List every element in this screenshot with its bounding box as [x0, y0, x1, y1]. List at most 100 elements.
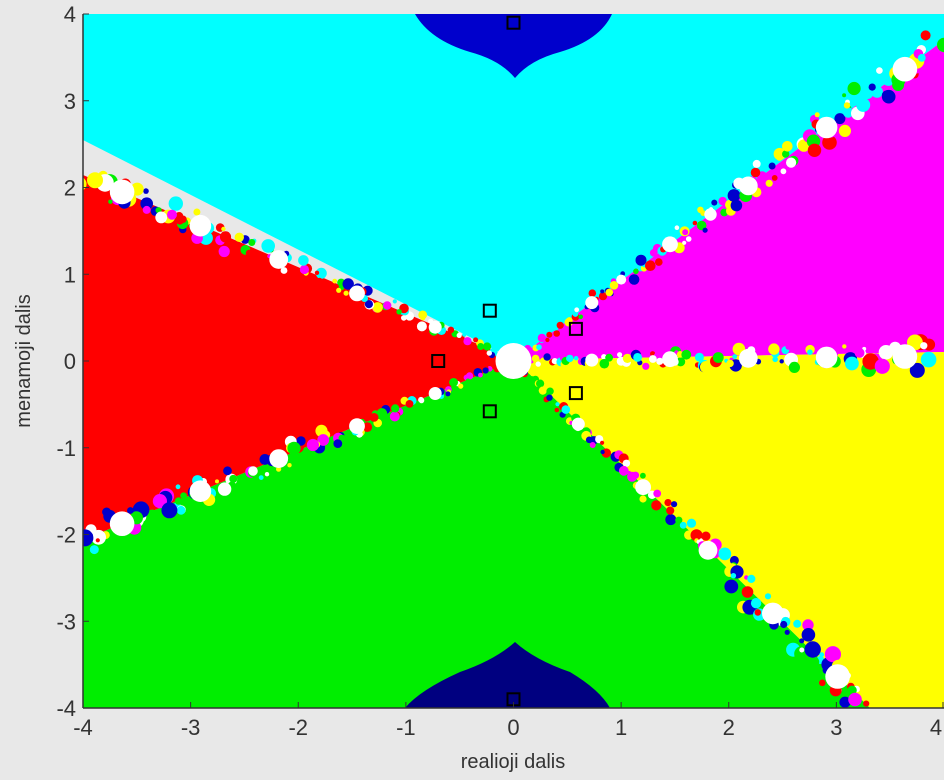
basin-blue-top — [415, 14, 612, 78]
boundary-blob — [702, 227, 708, 233]
boundary-blob — [298, 255, 309, 266]
boundary-blob — [531, 354, 540, 363]
boundary-blob — [718, 196, 727, 206]
boundary-blob — [536, 379, 545, 388]
basin-green — [83, 360, 870, 708]
boundary-blob — [750, 598, 762, 609]
boundary-blob — [605, 353, 613, 362]
boundary-blob — [618, 465, 629, 476]
boundary-blob — [799, 638, 805, 644]
boundary-star — [349, 418, 365, 434]
boundary-blob — [145, 509, 159, 523]
boundary-blob — [622, 353, 633, 363]
boundary-blob — [730, 573, 737, 579]
boundary-blob — [555, 402, 560, 407]
boundary-blob — [807, 656, 820, 668]
boundary-blob — [709, 207, 714, 212]
boundary-blob — [126, 507, 134, 514]
boundary-blob — [920, 351, 937, 368]
boundary-blob — [599, 358, 610, 369]
boundary-blob — [87, 172, 103, 189]
boundary-blob — [95, 538, 100, 543]
boundary-blob — [396, 309, 402, 315]
boundary-blob — [486, 350, 492, 356]
boundary-blob — [937, 37, 944, 53]
x-tick-label: -1 — [396, 715, 416, 740]
boundary-blob — [234, 466, 243, 475]
basin-yellow — [515, 352, 944, 708]
boundary-blob — [650, 351, 656, 357]
basin-cyan — [83, 14, 944, 360]
fractal-boundaries — [83, 30, 944, 708]
root-marker — [482, 303, 497, 318]
y-axis-label: menamoji dalis — [13, 294, 35, 427]
boundary-blob — [543, 353, 551, 361]
boundary-blob — [750, 167, 761, 178]
boundary-blob — [605, 288, 614, 297]
boundary-blob — [664, 499, 672, 507]
boundary-blob — [589, 442, 596, 448]
boundary-blob — [332, 278, 338, 284]
boundary-blob — [418, 310, 428, 320]
boundary-blob — [142, 205, 151, 214]
boundary-blob — [847, 81, 861, 96]
boundary-blob — [482, 367, 489, 374]
boundary-star — [109, 511, 135, 536]
boundary-blob — [780, 620, 788, 629]
boundary-blob — [640, 472, 646, 479]
boundary-blob — [89, 545, 99, 555]
boundary-blob — [838, 124, 852, 137]
boundary-blob — [622, 459, 631, 467]
boundary-blob — [261, 239, 276, 253]
boundary-blob — [675, 516, 683, 524]
boundary-blob — [449, 378, 458, 387]
boundary-blob — [152, 494, 167, 509]
boundary-blob — [336, 287, 342, 293]
boundary-blob — [537, 333, 547, 343]
boundary-blob — [338, 434, 346, 442]
boundary-blob — [863, 700, 870, 707]
boundary-blob — [874, 358, 890, 374]
root-marker — [568, 386, 583, 401]
boundary-star — [571, 417, 585, 431]
boundary-blob — [296, 436, 306, 446]
boundary-blob — [376, 408, 388, 419]
boundary-blob — [681, 349, 692, 360]
boundary-blob — [711, 199, 718, 206]
boundary-blob — [732, 354, 738, 359]
boundary-blob — [843, 102, 851, 109]
boundary-blob — [245, 249, 254, 257]
boundary-blob — [627, 471, 638, 482]
boundary-blob — [578, 314, 583, 320]
boundary-blob — [909, 362, 925, 378]
boundary-star — [815, 346, 838, 369]
boundary-blob — [315, 267, 327, 279]
boundary-blob — [674, 225, 680, 230]
boundary-blob — [574, 307, 580, 313]
boundary-blob — [912, 32, 923, 44]
boundary-blob — [609, 281, 619, 290]
boundary-blob — [219, 231, 232, 243]
boundary-star — [189, 480, 212, 503]
boundary-star — [269, 250, 289, 269]
x-tick-label: 3 — [830, 715, 842, 740]
y-tick-label: 0 — [64, 349, 76, 374]
x-axis-ticks: -4 -3 -2 -1 0 1 2 3 4 — [73, 702, 944, 740]
boundary-star — [349, 285, 365, 302]
boundary-blob — [174, 497, 183, 505]
boundary-blob — [917, 54, 926, 62]
boundary-blob — [462, 332, 467, 337]
root-marker — [568, 321, 583, 336]
boundary-blob — [807, 143, 822, 157]
boundary-blob — [752, 159, 761, 168]
boundary-blob — [588, 289, 597, 298]
boundary-star — [269, 449, 289, 468]
boundary-star — [428, 320, 442, 334]
boundary-blob — [306, 438, 319, 452]
origin-star — [495, 343, 532, 379]
boundary-blob — [802, 619, 814, 631]
boundary-blob — [258, 475, 264, 480]
boundary-blob — [700, 361, 712, 373]
boundary-blob — [764, 593, 772, 600]
x-tick-label: 0 — [507, 715, 519, 740]
